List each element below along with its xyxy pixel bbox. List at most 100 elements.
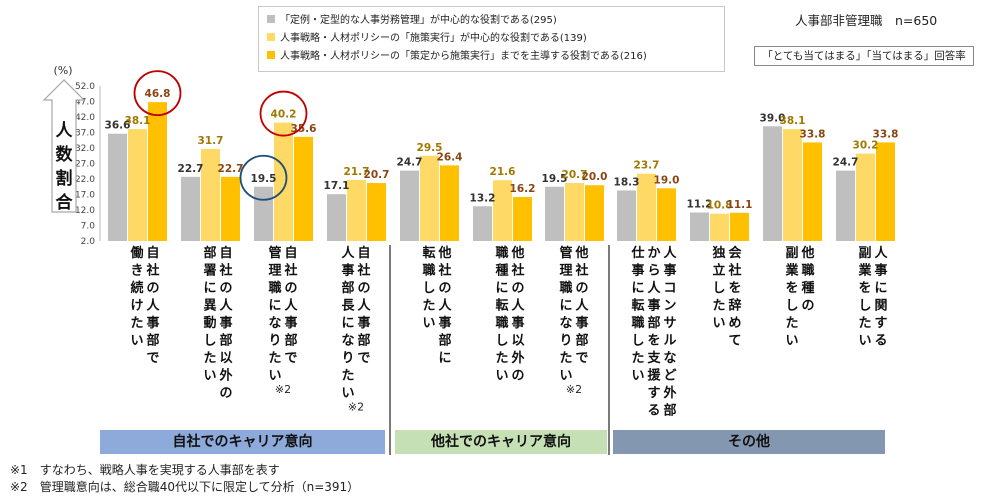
- category-char: に: [874, 281, 887, 296]
- legend-label: 人事戦略・人材ポリシーの「策定から施策実行」までを主導する役割である(216): [280, 51, 647, 62]
- value-label: 16.2: [510, 183, 536, 195]
- category-char: 辞: [728, 298, 741, 314]
- y-tick-label: 22.0: [75, 175, 95, 185]
- category-char: り: [268, 334, 281, 349]
- value-label: 36.6: [105, 120, 131, 132]
- bar: [565, 183, 584, 241]
- y-axis: 52.0 47.0 42.0 37.0 32.0 27.0 22.0 17.0 12.0 7.0 2…: [42, 64, 101, 247]
- category-char: 他: [437, 245, 451, 261]
- value-label: 21.7: [344, 166, 370, 178]
- category-char: 社: [574, 263, 588, 279]
- category-char: い: [631, 369, 644, 384]
- bar: [710, 213, 729, 241]
- value-label: 19.5: [542, 173, 568, 185]
- category-char: に: [559, 299, 572, 314]
- category-char: 社: [145, 263, 159, 279]
- category-char: 管: [268, 245, 281, 261]
- category-char: 他: [574, 245, 588, 261]
- category-char: で: [357, 351, 370, 366]
- category-char: 異: [203, 299, 216, 314]
- category-char: め: [728, 316, 741, 331]
- category-char: 部: [575, 333, 588, 349]
- bar: [420, 155, 439, 241]
- value-label: 19.5: [251, 173, 277, 185]
- category-char: 自: [357, 245, 370, 261]
- category-char: 部: [357, 333, 370, 349]
- category-char: 職: [268, 280, 281, 296]
- bar: [148, 102, 167, 242]
- category-char: の: [146, 281, 159, 296]
- category-char: 自: [284, 245, 297, 261]
- category-char: た: [712, 299, 725, 314]
- category-labels: 働き続けたい自社の人事部で部署に異動したい自社の人事部以外の管理職になりたい自社…: [129, 245, 888, 419]
- legend-item: 「定例・定型的な人事労務管理」が中心的な役割である(295): [267, 14, 557, 28]
- bars: [108, 102, 895, 242]
- category-char: い: [559, 369, 572, 384]
- category-char: 人: [357, 298, 371, 314]
- category-char: 他: [510, 245, 524, 261]
- category-char: 転: [631, 298, 644, 314]
- category-char: 続: [130, 280, 143, 296]
- highlight-circles: [133, 70, 308, 201]
- bar: [221, 176, 240, 241]
- bar: [440, 165, 459, 241]
- category-char: 働: [129, 245, 143, 261]
- bar: [803, 142, 822, 241]
- category-char: 職: [422, 263, 435, 279]
- category-char: ら: [647, 264, 660, 279]
- value-label: 31.7: [198, 135, 224, 147]
- category-char: し: [203, 334, 216, 349]
- category-char: 業: [784, 263, 799, 279]
- category-char: け: [130, 299, 143, 314]
- category-char: の: [801, 299, 814, 314]
- category-char: 人: [438, 298, 452, 314]
- bar: [876, 142, 895, 241]
- bar: [637, 173, 656, 241]
- value-label: 13.2: [470, 192, 496, 204]
- bar: [513, 196, 532, 241]
- bar: [201, 148, 220, 241]
- category-char: 以: [219, 351, 232, 366]
- category-char: を: [728, 281, 741, 296]
- bar: [856, 153, 875, 241]
- legend-swatch: [267, 15, 275, 23]
- category-char: 副: [785, 246, 798, 261]
- category-char: 人: [146, 298, 160, 314]
- y-tick-label: 52.0: [75, 82, 95, 92]
- bar: [763, 126, 782, 241]
- category-char: 人: [663, 245, 677, 261]
- value-label: 10.8: [707, 200, 733, 212]
- bar: [274, 122, 293, 241]
- category-char: を: [785, 281, 798, 296]
- category-char: し: [785, 299, 798, 314]
- y-axis-label-char: 人: [56, 121, 74, 141]
- category-char: 事: [874, 263, 887, 279]
- value-label: 39.0: [760, 112, 786, 124]
- y-axis-unit: (%): [53, 64, 72, 77]
- category-char: の: [438, 281, 451, 296]
- legend-label: 「定例・定型的な人事労務管理」が中心的な役割である(295): [280, 15, 557, 26]
- category-char: た: [785, 316, 798, 331]
- category-char: す: [647, 386, 660, 401]
- category-char: た: [858, 316, 871, 331]
- category-char: し: [422, 281, 435, 296]
- category-char: 種: [495, 263, 508, 279]
- category-char: 外: [510, 350, 524, 366]
- category-char: ン: [663, 299, 676, 314]
- category-char: 人: [647, 280, 661, 296]
- category-char: 職: [631, 315, 644, 331]
- response-note: 「とても当てはまる」「当てはまる」回答率: [754, 46, 974, 66]
- category-char: 業: [857, 263, 872, 279]
- highlight-circle: [133, 70, 182, 117]
- category-char: 転: [422, 245, 435, 261]
- category-char: 事: [146, 315, 159, 331]
- category-char: ど: [663, 369, 676, 384]
- category-char: 会: [728, 245, 742, 261]
- value-label: 30.2: [853, 140, 879, 152]
- value-label: 38.1: [125, 115, 151, 127]
- bar: [254, 186, 273, 241]
- y-tick-label: 47.0: [75, 98, 95, 108]
- group-bar-own-company: 自社でのキャリア意向: [100, 430, 385, 454]
- chart-title: 人事部非管理職 n=650: [795, 13, 938, 28]
- y-tick-label: 37.0: [75, 129, 95, 139]
